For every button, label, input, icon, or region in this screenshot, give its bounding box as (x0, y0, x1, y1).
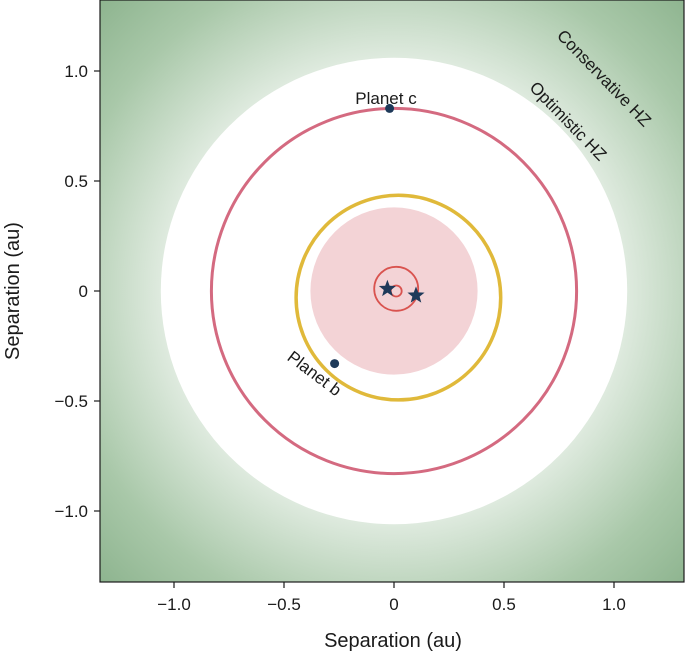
y-axis: 1.0 0.5 0 −0.5 −1.0 (54, 62, 100, 521)
y-tick-label: −1.0 (54, 502, 88, 521)
planet-b-marker (330, 359, 340, 369)
x-tick-label: 1.0 (602, 595, 626, 614)
star-marker-2 (407, 286, 425, 303)
planet-c-label: Planet c (355, 89, 417, 108)
x-tick-label: 0 (389, 595, 398, 614)
x-tick-label: −0.5 (267, 595, 301, 614)
y-tick-label: 0.5 (64, 172, 88, 191)
x-axis-title: Separation (au) (324, 630, 462, 652)
unstable-zone-disk (310, 207, 478, 375)
star-marker-1 (378, 279, 396, 297)
y-tick-label: −0.5 (54, 392, 88, 411)
y-tick-label: 1.0 (64, 62, 88, 81)
planet-c-marker (385, 103, 395, 113)
binary-star-orbit-outer (373, 265, 420, 312)
x-tick-label: −1.0 (157, 595, 191, 614)
planet-b-orbit (294, 193, 503, 402)
y-tick-label: 0 (79, 282, 88, 301)
y-axis-title: Separation (au) (2, 222, 24, 360)
x-axis: −1.0 −0.5 0 0.5 1.0 (157, 582, 626, 614)
x-tick-label: 0.5 (492, 595, 516, 614)
